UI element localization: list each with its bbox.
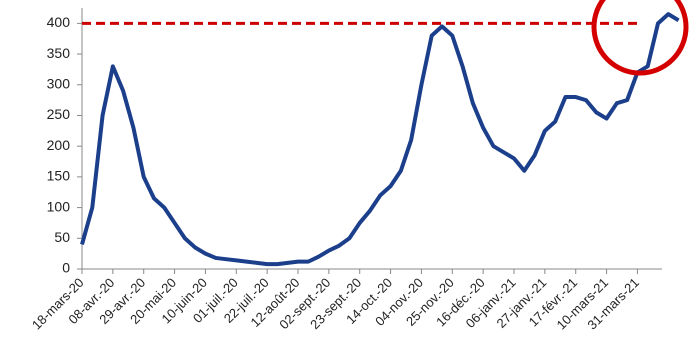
y-tick-label: 0	[62, 260, 70, 276]
highlight-circle	[591, 0, 689, 76]
data-line	[80, 12, 680, 267]
y-tick-label: 400	[47, 14, 71, 30]
y-tick-label: 250	[47, 106, 71, 122]
y-tick-label: 200	[47, 137, 71, 153]
y-tick-label: 350	[47, 45, 71, 61]
y-tick-label: 150	[47, 168, 71, 184]
y-tick-label: 300	[47, 75, 71, 91]
y-tick-label: 100	[47, 198, 71, 214]
y-tick-label: 50	[54, 229, 70, 245]
